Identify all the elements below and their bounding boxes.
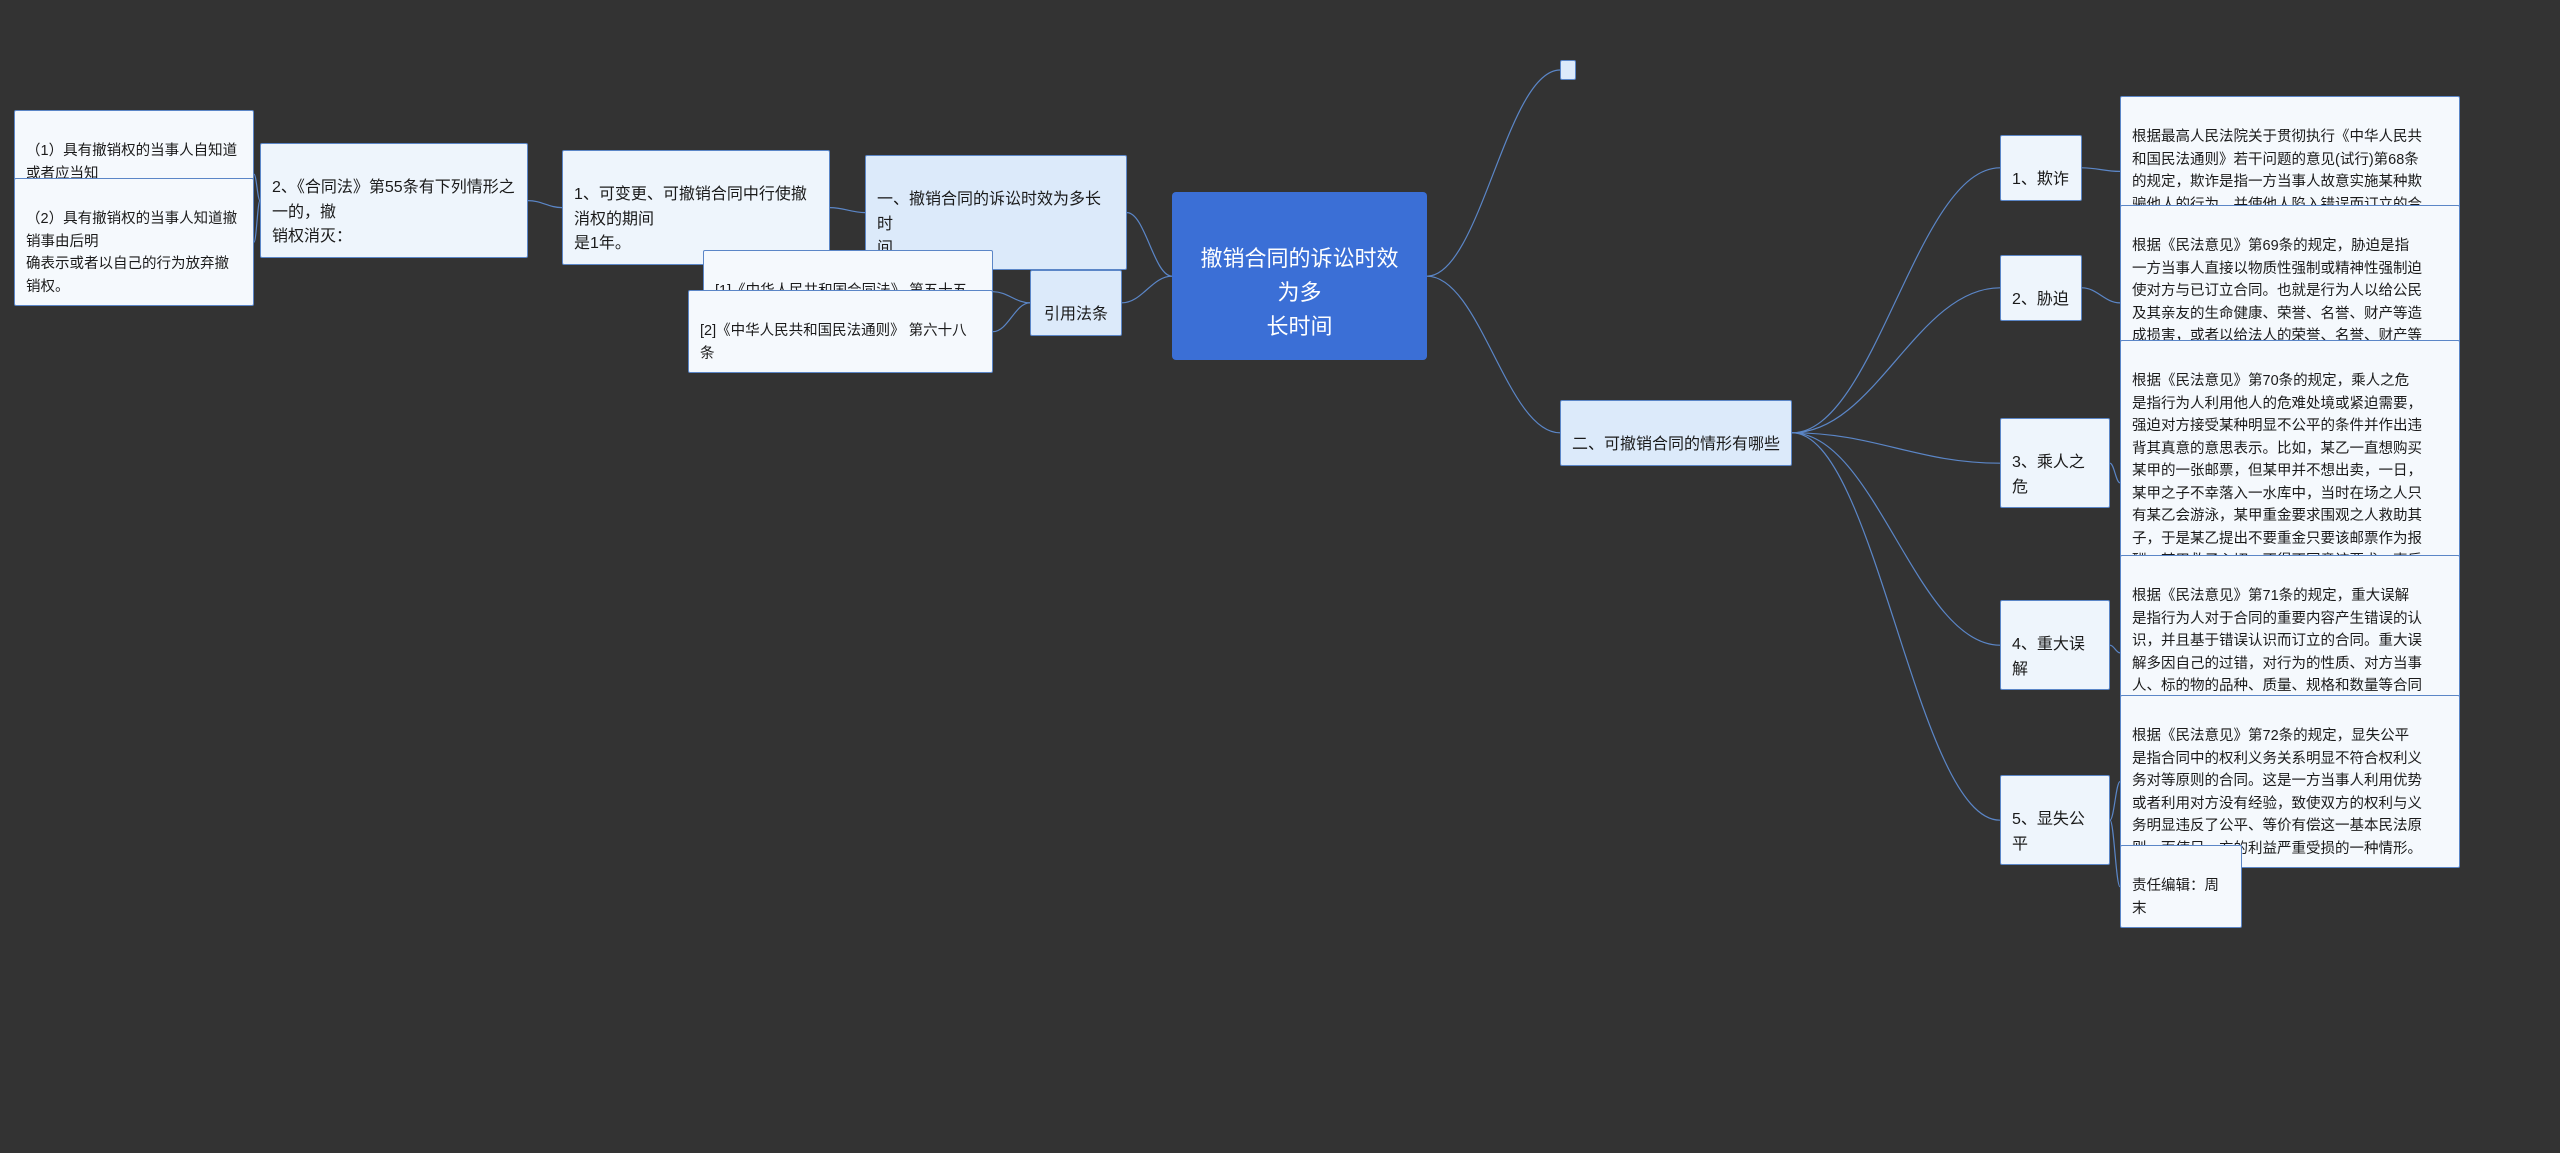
section-2[interactable]: 二、可撤销合同的情形有哪些 [1560,400,1792,466]
section-2-text: 二、可撤销合同的情形有哪些 [1572,436,1780,453]
edge [1427,70,1560,276]
sec1-item2-sub2-text: （2）具有撤销权的当事人知道撤销事由后明 确表示或者以自己的行为放弃撤销权。 [26,211,237,294]
edge [2082,168,2120,172]
section-citations-text: 引用法条 [1044,306,1108,323]
edge [993,292,1030,303]
edge [2110,782,2120,821]
sec2-item5-detail-text: 根据《民法意见》第72条的规定，显失公平 是指合同中的权利义务关系明显不符合权利… [2132,728,2422,856]
citation-2[interactable]: [2]《中华人民共和国民法通则》 第六十八条 [688,290,993,373]
edge [1792,288,2000,433]
edge [2110,645,2120,653]
sec2-item5-detail[interactable]: 根据《民法意见》第72条的规定，显失公平 是指合同中的权利义务关系明显不符合权利… [2120,695,2460,868]
sec2-item4[interactable]: 4、重大误解 [2000,600,2110,690]
sec2-item2[interactable]: 2、胁迫 [2000,255,2082,321]
sec2-item5-text: 5、显失公平 [2012,811,2085,853]
sec2-item1-text: 1、欺诈 [2012,171,2069,188]
edge [1127,213,1172,277]
edge [528,201,562,208]
section-1-text: 一、撤销合同的诉讼时效为多长时 间 [877,191,1101,258]
sec1-item2[interactable]: 2、《合同法》第55条有下列情形之一的，撤 销权消灭： [260,143,528,258]
edge [830,208,865,213]
sec2-item4-text: 4、重大误解 [2012,636,2085,678]
root-title: 撤销合同的诉讼时效为多 长时间 [1200,246,1398,339]
sec1-item2-sub2[interactable]: （2）具有撤销权的当事人知道撤销事由后明 确表示或者以自己的行为放弃撤销权。 [14,178,254,306]
edge [2110,463,2120,483]
edge [2110,820,2120,887]
sec2-item2-text: 2、胁迫 [2012,291,2069,308]
root-node[interactable]: 撤销合同的诉讼时效为多 长时间 [1172,192,1427,360]
stub-node[interactable] [1560,60,1576,80]
section-citations[interactable]: 引用法条 [1030,270,1122,336]
sec1-item2-text: 2、《合同法》第55条有下列情形之一的，撤 销权消灭： [272,179,515,246]
edge [1792,433,2000,820]
edge [1792,433,2000,463]
sec2-item5[interactable]: 5、显失公平 [2000,775,2110,865]
sec2-item5-editor[interactable]: 责任编辑：周末 [2120,845,2242,928]
sec2-item3[interactable]: 3、乘人之危 [2000,418,2110,508]
edge [1427,276,1560,433]
edge [1122,276,1172,303]
sec2-item1[interactable]: 1、欺诈 [2000,135,2082,201]
sec2-item5-editor-text: 责任编辑：周末 [2132,878,2219,916]
sec1-item1-text: 1、可变更、可撤销合同中行使撤消权的期间 是1年。 [574,186,807,253]
sec1-item1[interactable]: 1、可变更、可撤销合同中行使撤消权的期间 是1年。 [562,150,830,265]
edge [1792,433,2000,645]
sec2-item3-text: 3、乘人之危 [2012,454,2085,496]
edge [993,303,1030,332]
edge [1792,168,2000,433]
edge [2082,288,2120,303]
citation-2-text: [2]《中华人民共和国民法通则》 第六十八条 [700,323,967,361]
